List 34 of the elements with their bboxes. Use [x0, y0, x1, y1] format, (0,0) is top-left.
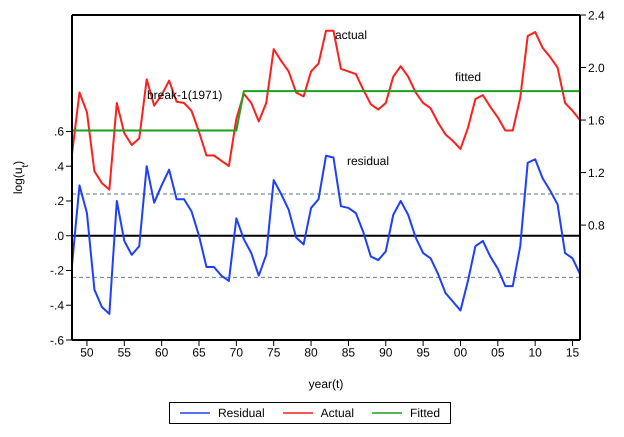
x-tick-label: 55: [118, 346, 132, 360]
y-tick-label: -.2: [50, 264, 64, 278]
x-tick-label: 10: [528, 346, 542, 360]
x-tick-label: 75: [267, 346, 281, 360]
y-tick-label: .0: [54, 228, 64, 243]
legend-label: Actual: [320, 406, 354, 420]
x-tick-label: 70: [230, 346, 244, 360]
y2-tick-label: 2.4: [588, 8, 606, 22]
line-series: [72, 30, 580, 191]
y2-tick-label: 1.2: [588, 166, 606, 180]
x-tick-label: 85: [342, 346, 356, 360]
annotation: actual: [334, 28, 368, 42]
y-tick-label: .2: [54, 194, 64, 208]
y2-tick-label: 1.6: [588, 113, 606, 128]
y-tick-label: -.4: [50, 298, 64, 312]
y2-tick-label: 0.8: [588, 218, 606, 232]
x-tick-label: 90: [379, 346, 393, 360]
x-tick-label: 60: [154, 346, 169, 360]
y-tick-label: .6: [54, 124, 64, 139]
x-tick-label: 65: [192, 346, 206, 360]
x-tick-label: 15: [566, 346, 580, 360]
annotation: residual: [346, 154, 390, 168]
x-tick-label: 05: [491, 346, 505, 360]
annotation: fitted: [454, 70, 482, 84]
x-tick-label: 95: [416, 346, 430, 360]
x-tick-label: 50: [80, 346, 94, 360]
legend-label: Fitted: [409, 406, 440, 420]
y2-tick-label: 2.0: [588, 60, 606, 75]
x-tick-label: 80: [304, 346, 318, 360]
y-tick-label: .4: [54, 159, 64, 174]
y-tick-label: -.6: [50, 333, 64, 348]
x-axis-title: year(t): [308, 377, 344, 391]
x-tick-label: 00: [454, 346, 468, 360]
legend-label: Residual: [216, 406, 265, 420]
